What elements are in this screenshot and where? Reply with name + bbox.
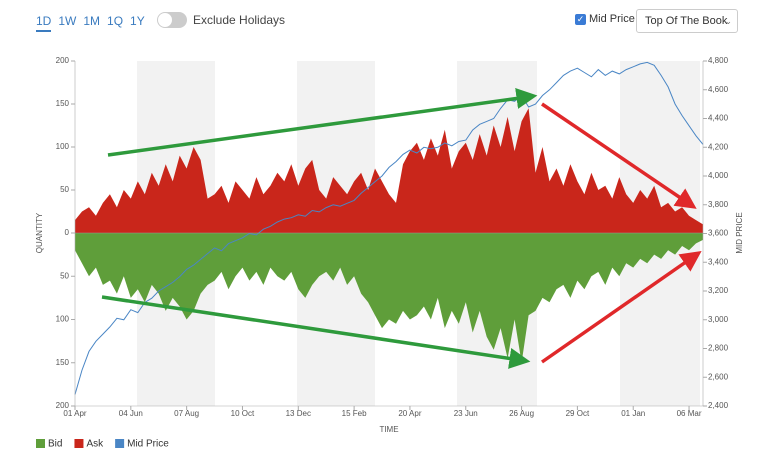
arrow — [101, 295, 531, 369]
x-tick-label: 29 Oct — [566, 409, 590, 418]
legend-label: Bid — [48, 439, 62, 450]
arrow — [541, 102, 697, 209]
toggle-switch[interactable] — [157, 12, 187, 28]
y-axis-label: QUANTITY — [35, 212, 44, 253]
legend-label: Ask — [86, 439, 104, 450]
holiday-toggle[interactable]: Exclude Holidays — [157, 12, 285, 28]
area — [75, 233, 703, 363]
x-tick-label: 15 Feb — [342, 409, 367, 418]
y-tick-label: 100 — [56, 142, 70, 151]
x-tick-label: 01 Jan — [621, 409, 645, 418]
y-tick-label: 50 — [60, 271, 69, 280]
y2-tick-label: 2,800 — [708, 344, 729, 353]
select-value: Top Of The Book — [645, 15, 728, 27]
mid-price-checkbox[interactable]: ✓ Mid Price — [575, 13, 635, 25]
x-axis-label: TIME — [379, 425, 398, 434]
x-tick-label: 01 Apr — [63, 409, 86, 418]
arrows — [101, 88, 702, 369]
y2-tick-label: 4,000 — [708, 171, 729, 180]
mid-price-line — [74, 61, 704, 395]
book-select[interactable]: Top Of The Book ⌄ — [636, 9, 738, 33]
y-tick-label: 150 — [56, 99, 70, 108]
x-tick-label: 23 Jun — [454, 409, 478, 418]
x-tick-label: 04 Jun — [119, 409, 143, 418]
range-button[interactable]: 1Q — [107, 14, 124, 28]
x-tick-label: 06 Mar — [677, 409, 702, 418]
y2-axis-label: MID PRICE — [735, 212, 744, 253]
legend-swatch — [36, 439, 45, 448]
checkbox-label: Mid Price — [589, 13, 635, 25]
legend-swatch — [74, 439, 84, 448]
y-tick-label: 200 — [56, 56, 70, 65]
plot — [74, 61, 704, 395]
chevron: ⌄ — [724, 16, 732, 26]
range-button[interactable]: 1W — [58, 14, 77, 28]
y2-tick-label: 3,400 — [708, 257, 729, 266]
range-buttons: 1D 1W 1M 1Q 1Y — [36, 14, 152, 32]
legend: Bid Ask Mid Price — [36, 439, 169, 450]
y-tick-label: 200 — [56, 401, 70, 410]
x-tick-label: 20 Apr — [398, 409, 421, 418]
y2-tick-label: 4,800 — [708, 56, 729, 65]
range-button[interactable]: 1M — [83, 14, 101, 28]
y-tick-label: 50 — [60, 185, 69, 194]
y2-tick-label: 2,400 — [708, 401, 729, 410]
y2-tick-label: 4,600 — [708, 85, 729, 94]
area — [75, 108, 703, 233]
y-tick-label: 100 — [56, 315, 70, 324]
range-button[interactable]: 1D — [36, 14, 52, 32]
x-tick-label: 26 Aug — [509, 409, 534, 418]
x-tick-label: 13 Dec — [286, 409, 311, 418]
toggle-label: Exclude Holidays — [193, 13, 286, 27]
y2-tick-label: 4,200 — [708, 142, 729, 151]
y-tick-label: 0 — [65, 228, 70, 237]
checkbox[interactable]: ✓ — [575, 13, 586, 25]
y2-tick-label: 3,000 — [708, 315, 729, 324]
y-tick-label: 150 — [56, 358, 70, 367]
y2-tick-label: 3,200 — [708, 286, 729, 295]
x-tick-label: 07 Aug — [174, 409, 199, 418]
x-tick-label: 10 Oct — [231, 409, 255, 418]
y2-tick-label: 3,800 — [708, 200, 729, 209]
legend-swatch — [115, 439, 125, 448]
y2-tick-label: 4,400 — [708, 114, 729, 123]
arrow — [107, 88, 538, 157]
arrow — [541, 251, 702, 364]
y2-tick-label: 2,600 — [708, 372, 729, 381]
legend-label: Mid Price — [127, 439, 169, 450]
y2-tick-label: 3,600 — [708, 229, 729, 238]
range-button[interactable]: 1Y — [130, 14, 145, 28]
